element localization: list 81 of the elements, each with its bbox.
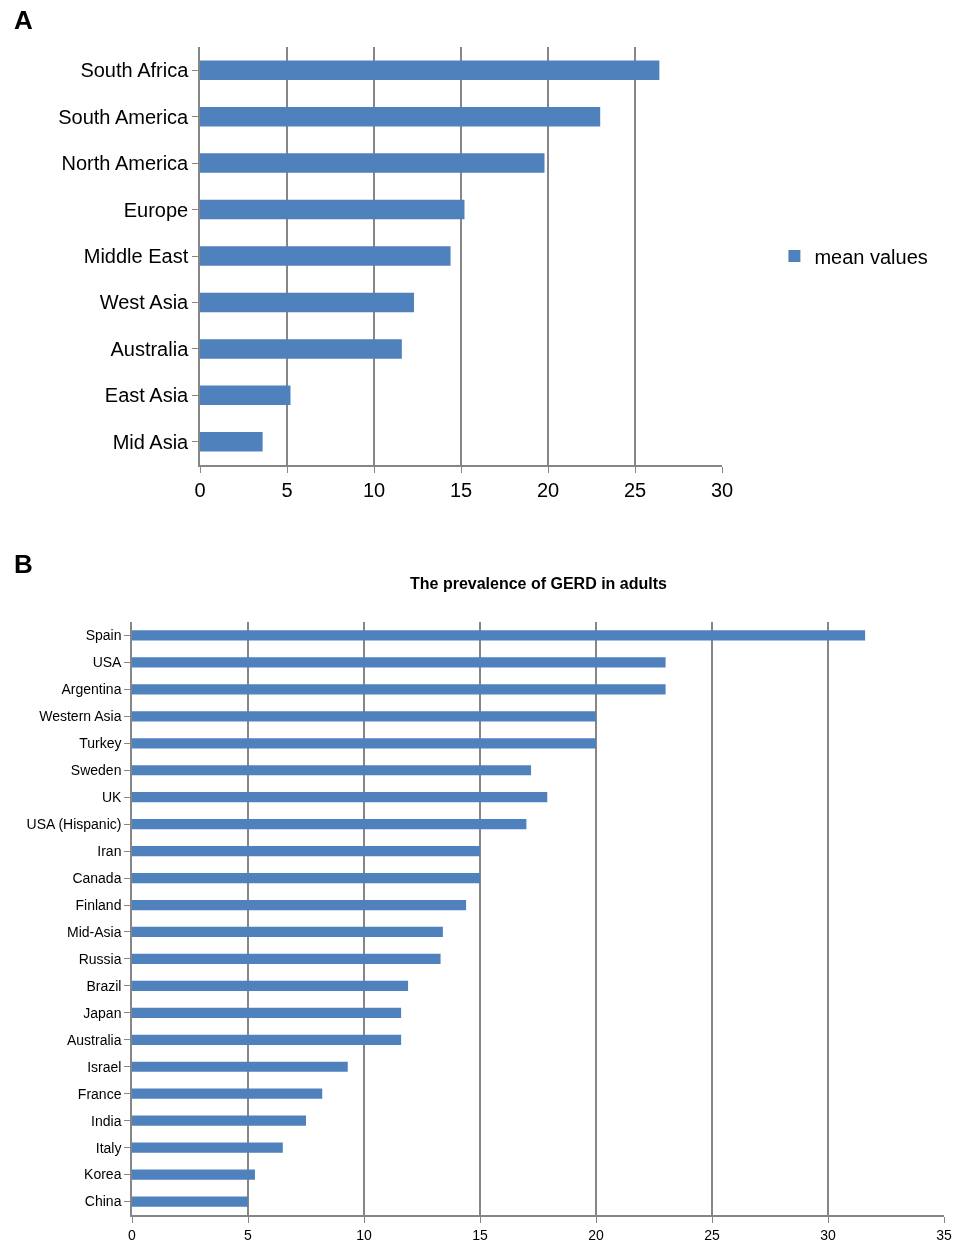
y-tick-label: Spain [85,627,122,644]
bar [132,657,666,668]
x-tick-label: 20 [536,478,560,501]
y-tick-label: Turkey [79,735,122,752]
bar [200,339,402,359]
x-tick-label: 0 [194,478,206,501]
bar [132,845,480,857]
y-tick-label: USA [92,654,123,671]
y-tick-label: East Asia [104,384,190,407]
bar [200,153,545,173]
y-tick-label: Sweden [70,762,122,779]
y-tick-label: North America [61,152,190,175]
bar [132,738,596,749]
x-tick-label: 20 [588,1226,604,1243]
bar [200,432,263,452]
bar [132,1169,255,1180]
y-tick-label: Finland [75,896,122,913]
x-tick-label: 30 [710,478,734,501]
y-tick-label: Brazil [86,977,122,994]
y-tick-label: USA (Hispanic) [26,816,122,833]
bar [132,980,409,992]
y-tick-label: Argentina [61,681,122,698]
bar [200,199,465,220]
bar [200,60,660,80]
x-tick-label: 5 [281,478,293,501]
y-tick-label: Western Asia [39,708,122,725]
y-tick-label: India [91,1112,122,1129]
bar [200,385,291,406]
y-tick-label: Italy [95,1139,122,1156]
y-tick-label: Korea [84,1166,122,1183]
chart-title: The prevalence of GERD in adults [410,575,668,592]
bar [200,292,415,313]
y-tick-label: Japan [83,1004,122,1021]
x-tick-label: 10 [362,478,386,501]
y-tick-label: Australia [110,337,190,360]
bar [132,872,480,884]
bar [132,899,467,911]
text: A [14,5,33,35]
bar [132,1142,283,1153]
bar [200,106,601,127]
y-tick-label: Russia [78,950,122,967]
bar [132,1007,402,1018]
text: B [14,549,33,579]
x-tick-label: 15 [472,1226,488,1243]
x-tick-label: 0 [128,1226,137,1243]
x-tick-label: 35 [936,1226,952,1243]
bar [132,684,666,695]
y-tick-label: China [84,1193,122,1210]
y-tick-label: Canada [72,869,122,886]
x-tick-label: 25 [623,478,647,501]
x-tick-label: 25 [704,1226,720,1243]
y-tick-label: Mid-Asia [66,923,122,940]
y-tick-label: Australia [66,1031,122,1048]
bar [132,711,596,722]
bar [132,630,866,641]
bar [132,765,532,776]
bar [132,926,443,938]
bar [132,1088,323,1099]
x-tick-label: 5 [244,1226,253,1243]
bar [132,1061,348,1072]
legend-label: mean values [814,245,928,268]
x-tick-label: 30 [820,1226,836,1243]
bar [132,953,441,965]
y-tick-label: Europe [123,198,189,221]
y-tick-label: South Africa [80,59,190,82]
y-tick-label: Middle East [83,245,189,267]
y-tick-label: South America [58,105,190,128]
y-tick-label: UK [102,789,123,806]
bar [132,1196,248,1207]
y-tick-label: Israel [87,1058,122,1075]
y-tick-label: Iran [97,843,122,860]
bar [132,1034,402,1045]
y-tick-label: Mid Asia [112,430,190,453]
bar [132,792,548,803]
x-tick-label: 10 [356,1226,372,1243]
bar [132,1115,306,1126]
bar [132,819,527,830]
bar [200,246,451,266]
x-tick-label: 15 [449,478,473,501]
y-tick-label: France [77,1085,122,1102]
y-tick-label: West Asia [99,291,190,314]
